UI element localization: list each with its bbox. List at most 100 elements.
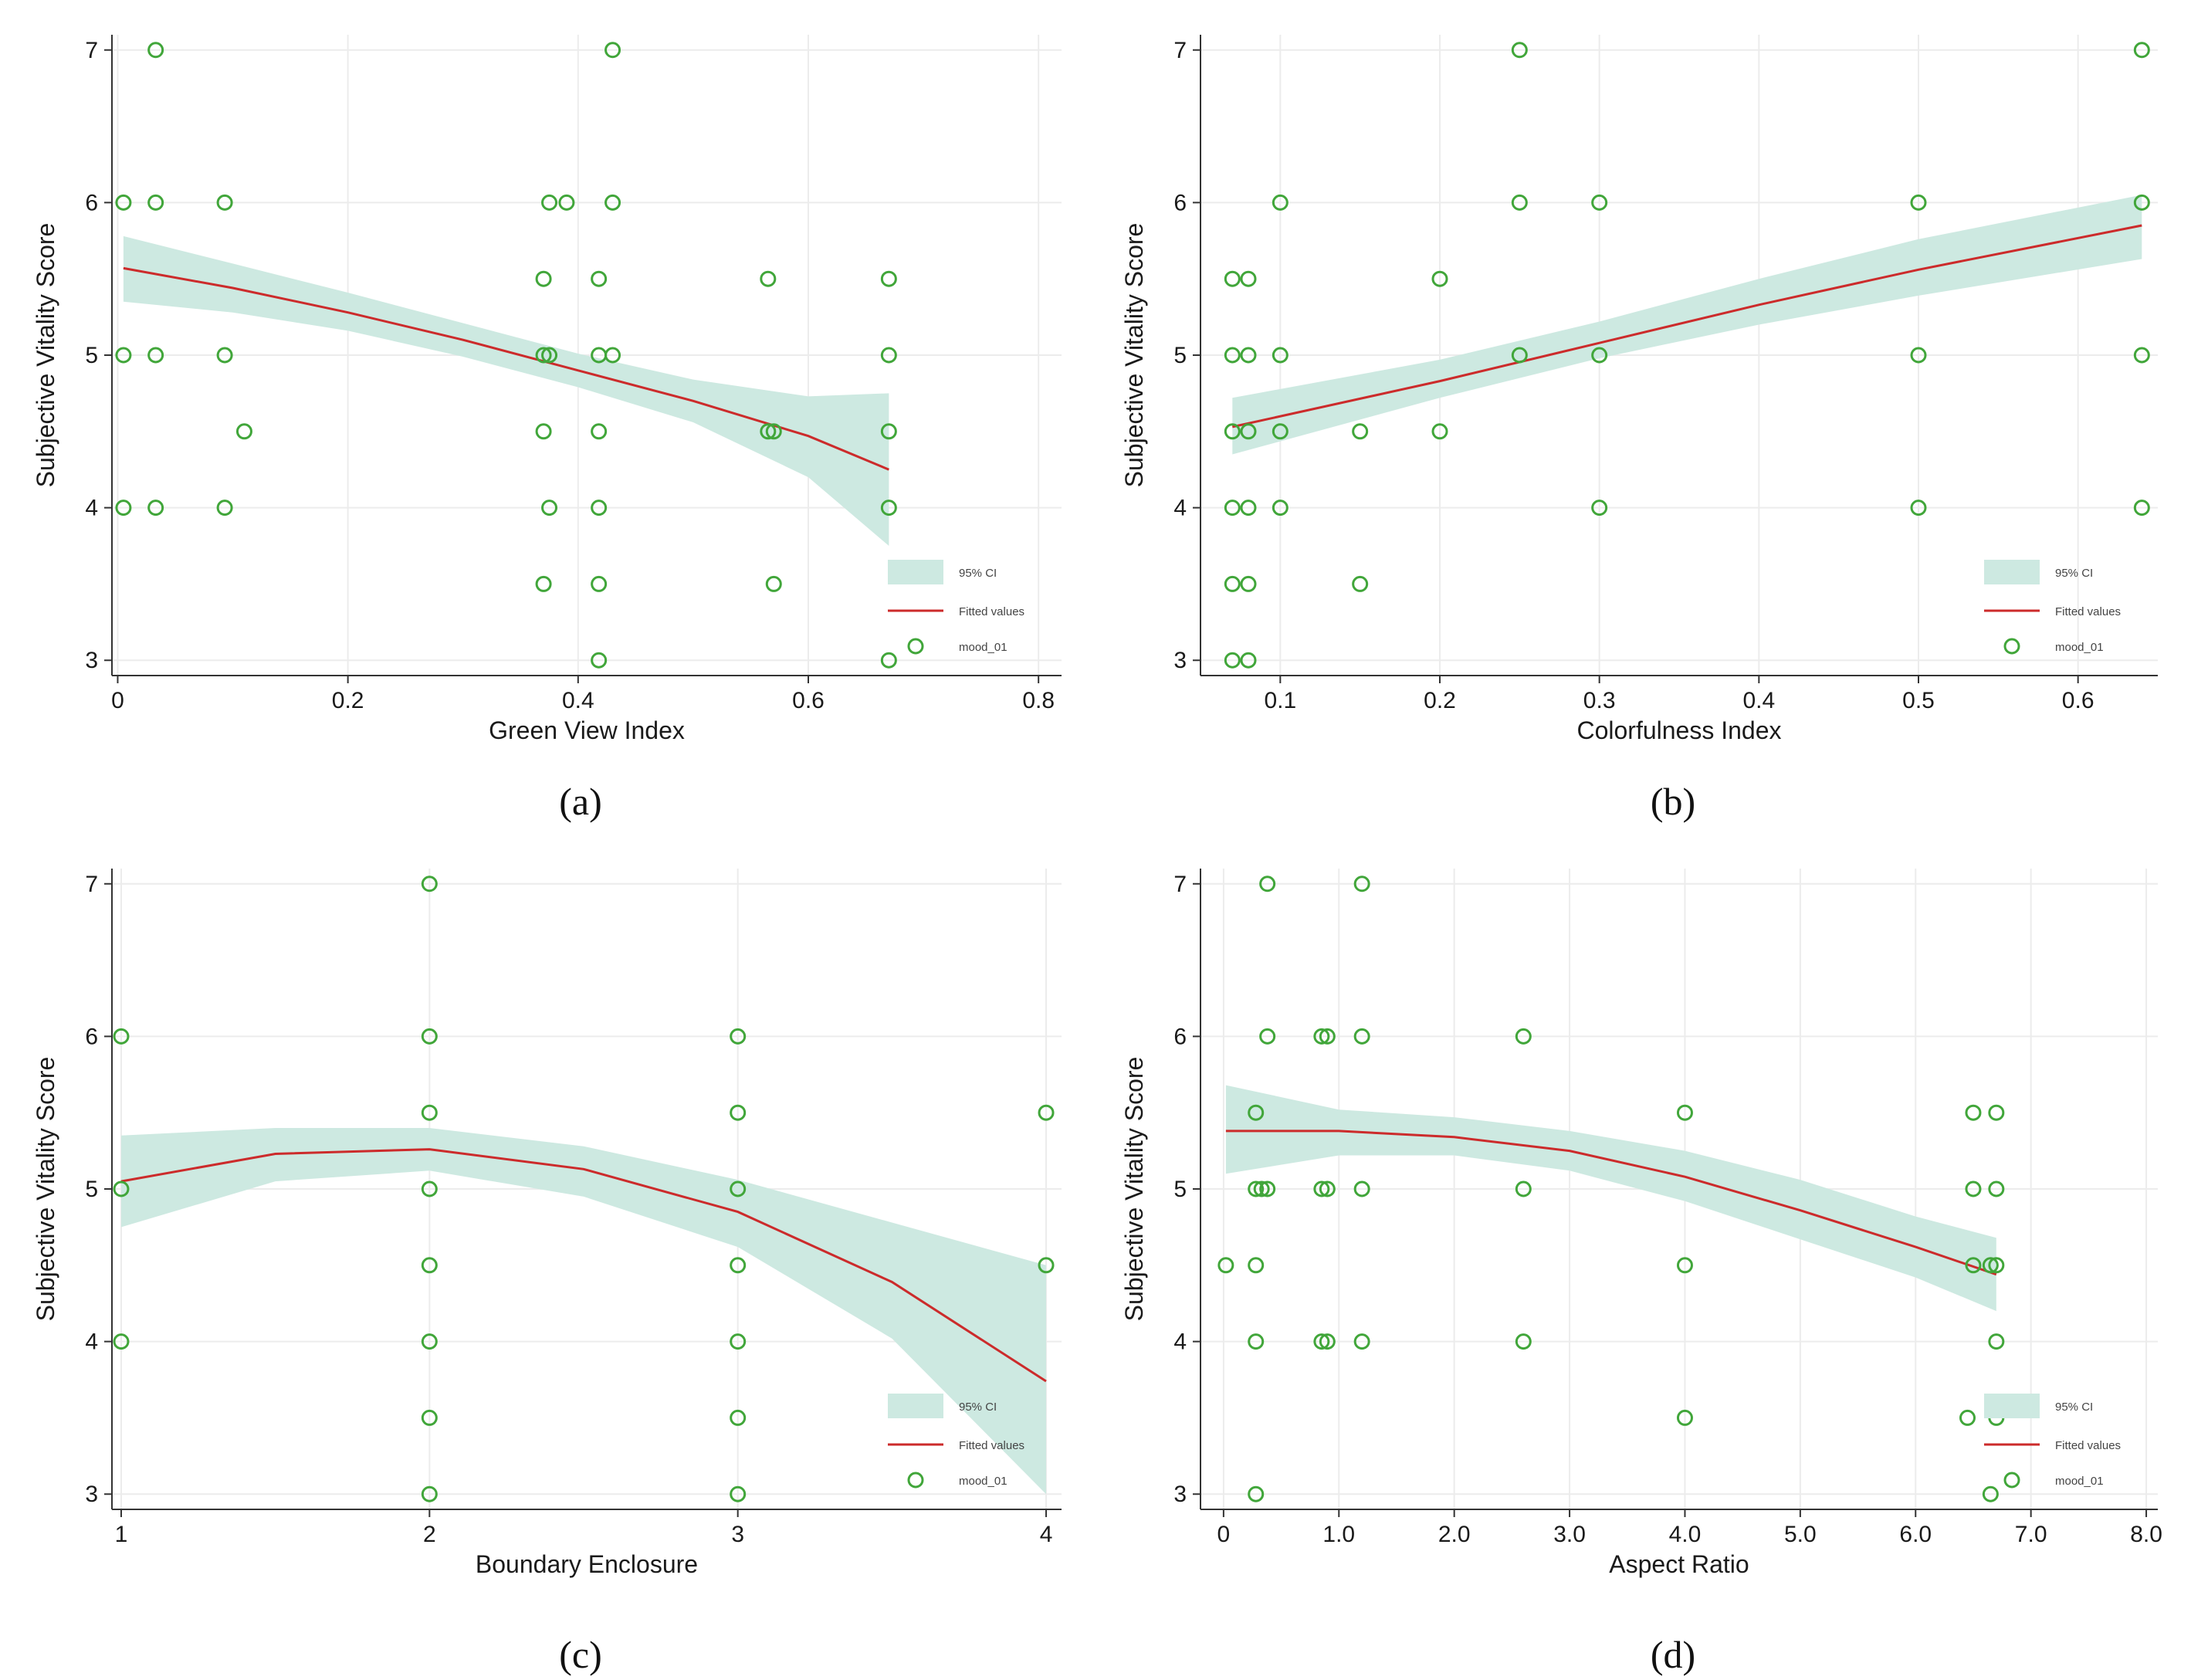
data-point xyxy=(1676,1409,1693,1426)
data-point xyxy=(1352,423,1369,440)
x-tick-label: 3.0 xyxy=(1553,1522,1586,1547)
legend-label-ci: 95% CI xyxy=(2055,567,2093,580)
x-tick-label: 0.1 xyxy=(1264,688,1296,713)
x-tick-label: 1 xyxy=(115,1522,128,1547)
data-point xyxy=(1353,1180,1370,1197)
data-point xyxy=(541,194,558,211)
data-point xyxy=(1224,575,1241,592)
data-point xyxy=(880,270,897,287)
x-tick-label: 0.8 xyxy=(1022,688,1055,713)
y-tick-label: 6 xyxy=(85,190,98,215)
data-point xyxy=(1272,194,1289,211)
x-tick-label: 4 xyxy=(1040,1522,1053,1547)
data-point xyxy=(235,423,252,440)
y-tick-label: 3 xyxy=(1173,648,1187,673)
confidence-band xyxy=(1225,1085,1996,1312)
data-point xyxy=(1988,1180,2005,1197)
data-point xyxy=(591,270,608,287)
data-point xyxy=(1988,1333,2005,1350)
chart-panel-d: 3 4 5 6 7 0 1.0 2.0 3.0 4.0 5.0 6.0 7.0 8.0 Aspect Rat… xyxy=(1120,869,2162,1676)
x-tick-label: 2 xyxy=(423,1522,436,1547)
data-point xyxy=(2133,347,2150,364)
legend-swatch-ci xyxy=(1984,1394,2040,1418)
data-point xyxy=(421,1028,438,1045)
x-tick-label: 0.6 xyxy=(2062,688,2094,713)
data-point xyxy=(558,194,575,211)
data-point xyxy=(1248,1180,1265,1197)
data-point xyxy=(1910,194,1927,211)
data-point xyxy=(1319,1028,1336,1045)
data-point xyxy=(730,1409,747,1426)
data-point xyxy=(1272,347,1289,364)
data-point xyxy=(591,500,608,517)
data-point xyxy=(1676,1257,1693,1274)
data-point xyxy=(1982,1485,1999,1502)
fitted-line xyxy=(1225,1130,1997,1276)
legend-label-marker: mood_01 xyxy=(959,641,1007,654)
x-tick-label: 3 xyxy=(731,1522,744,1547)
legend: 95% CI Fitted values mood_01 xyxy=(888,1394,1024,1489)
data-point xyxy=(604,42,621,59)
data-point xyxy=(760,270,777,287)
data-point xyxy=(115,194,132,211)
panel-caption: (d) xyxy=(1651,1633,1695,1676)
data-point xyxy=(604,194,621,211)
data-point xyxy=(1253,1180,1270,1197)
y-tick-label: 5 xyxy=(85,1177,98,1202)
data-point xyxy=(765,575,782,592)
data-point xyxy=(216,347,233,364)
data-point xyxy=(1248,1485,1265,1502)
data-point xyxy=(1224,500,1241,517)
legend-label-fit: Fitted values xyxy=(959,1439,1024,1452)
legend: 95% CI Fitted values mood_01 xyxy=(1984,560,2121,655)
data-point xyxy=(1240,270,1257,287)
data-point xyxy=(880,347,897,364)
data-point xyxy=(1988,1257,2005,1274)
data-point xyxy=(115,347,132,364)
data-point xyxy=(421,1104,438,1121)
data-point xyxy=(113,1028,130,1045)
fitted-line xyxy=(1231,224,2142,428)
data-point xyxy=(880,500,897,517)
legend-label-marker: mood_01 xyxy=(2055,1475,2104,1488)
data-point xyxy=(2133,194,2150,211)
x-tick-label: 1.0 xyxy=(1322,1522,1355,1547)
data-point xyxy=(1353,1028,1370,1045)
data-point xyxy=(1240,347,1257,364)
data-point xyxy=(147,500,164,517)
legend-swatch-ci xyxy=(888,560,943,584)
legend-swatch-ci xyxy=(888,1394,943,1418)
legend: 95% CI Fitted values mood_01 xyxy=(888,560,1024,655)
y-tick-label: 5 xyxy=(1173,343,1187,368)
data-point xyxy=(1224,652,1241,669)
data-point xyxy=(1431,423,1448,440)
x-tick-label: 5.0 xyxy=(1784,1522,1817,1547)
data-point xyxy=(216,500,233,517)
data-point xyxy=(1515,1180,1532,1197)
panel-caption: (b) xyxy=(1651,780,1695,823)
x-tick-label: 0.3 xyxy=(1583,688,1616,713)
data-point xyxy=(730,1104,747,1121)
data-point xyxy=(1910,347,1927,364)
data-point xyxy=(1272,423,1289,440)
data-point xyxy=(1591,194,1608,211)
legend-label-marker: mood_01 xyxy=(2055,641,2104,654)
y-tick-label: 4 xyxy=(1173,496,1187,521)
data-point xyxy=(1248,1257,1265,1274)
data-point xyxy=(1352,575,1369,592)
data-point xyxy=(2133,500,2150,517)
x-tick-label: 0.2 xyxy=(332,688,364,713)
data-point xyxy=(1353,876,1370,892)
data-point xyxy=(1511,194,1528,211)
data-point xyxy=(1240,500,1257,517)
data-point xyxy=(730,1257,747,1274)
data-point xyxy=(1591,347,1608,364)
x-tick-label: 6.0 xyxy=(1899,1522,1932,1547)
data-point xyxy=(1982,1257,1999,1274)
data-point xyxy=(1240,652,1257,669)
y-tick-label: 3 xyxy=(85,648,98,673)
data-point xyxy=(1313,1028,1330,1045)
y-axis-title: Subjective Vitality Score xyxy=(1120,1057,1148,1322)
confidence-band xyxy=(1232,195,2142,455)
